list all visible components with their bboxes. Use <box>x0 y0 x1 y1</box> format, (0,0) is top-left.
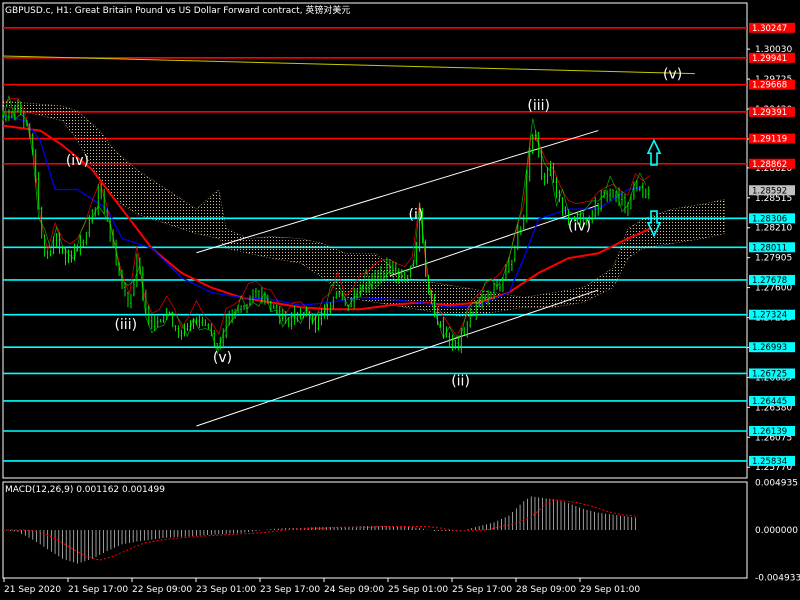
support-price-6-label: 1.26445 <box>752 397 787 407</box>
y-tick-label-4: 1.28820 <box>755 164 792 174</box>
support-price-6-box <box>749 395 795 406</box>
arrow-up-icon <box>646 138 662 166</box>
x-tick-label-0: 21 Sep 2020 <box>4 585 61 595</box>
resistance-price-3-box <box>749 79 795 90</box>
x-tick-label-5: 24 Sep 09:00 <box>324 585 384 595</box>
trend-channel <box>196 130 599 427</box>
macd-label: MACD(12,26,9) 0.001162 0.001499 <box>5 485 165 495</box>
resistance-price-4-box <box>749 106 795 117</box>
x-tick-label-7: 25 Sep 17:00 <box>452 585 512 595</box>
support-price-1-label: 1.28011 <box>752 243 787 253</box>
current-price-label: 1.28592 <box>752 186 787 196</box>
signal-arrows <box>646 138 662 238</box>
macd-tick-label-1: 0.000000 <box>755 526 798 536</box>
y-tick-label-6: 1.28210 <box>755 224 792 234</box>
resistance-price-5-box <box>749 133 795 144</box>
support-price-5-label: 1.26725 <box>752 369 787 379</box>
trend-line-yellow <box>2 55 695 75</box>
y-tick-label-0: 1.30030 <box>755 45 792 55</box>
channel-lower <box>196 289 599 427</box>
support-price-7-label: 1.26139 <box>752 427 787 437</box>
wave-labels: (iv) (iii) (v) (i) (ii) (iii) (iv) (v) <box>66 67 682 390</box>
y-tick-label-14: 1.25770 <box>755 463 792 473</box>
support-price-4-label: 1.26993 <box>752 343 787 353</box>
support-price-0-label: 1.28306 <box>752 214 787 224</box>
x-tick-label-2: 22 Sep 09:00 <box>132 585 192 595</box>
x-tick-label-1: 21 Sep 17:00 <box>68 585 128 595</box>
support-price-0-box <box>749 213 795 224</box>
chart-title: GBPUSD.c, H1: Great Britain Pound vs US … <box>5 4 350 16</box>
ichimoku-cloud <box>2 100 725 318</box>
resistance-price-1-box <box>749 22 795 33</box>
wave-label-1: (iii) <box>114 317 137 333</box>
y-tick-label-8: 1.27600 <box>755 284 792 294</box>
y-tick-label-13: 1.26075 <box>755 433 792 443</box>
resistance-price-6-label: 1.28862 <box>752 160 787 170</box>
wave-label-5: (iii) <box>527 98 550 114</box>
support-price-5-box <box>749 368 795 379</box>
ma-blue <box>2 115 643 308</box>
support-price-1-box <box>749 242 795 253</box>
x-tick-label-4: 23 Sep 17:00 <box>260 585 320 595</box>
x-tick-label-3: 23 Sep 01:00 <box>196 585 256 595</box>
arrow-down-icon <box>646 210 662 238</box>
macd-indicator: 0.004935 0.000000 -0.004933 <box>3 479 800 583</box>
wave-label-0: (iv) <box>66 153 89 169</box>
resistance-price-5-label: 1.29119 <box>752 135 787 145</box>
support-price-8-box <box>749 455 795 466</box>
support-price-7-box <box>749 425 795 436</box>
current-price-box <box>749 185 795 196</box>
x-tick-label-8: 28 Sep 09:00 <box>516 585 576 595</box>
wave-label-2: (v) <box>213 350 232 366</box>
cloud-area <box>2 100 725 318</box>
macd-tick-label-0: 0.004935 <box>755 479 798 489</box>
support-price-4-box <box>749 342 795 353</box>
y-tick-label-5: 1.28515 <box>755 194 792 204</box>
support-price-2-box <box>749 274 795 285</box>
support-price-8-label: 1.25834 <box>752 457 787 467</box>
macd-signal-line <box>3 499 636 561</box>
wave-label-7: (v) <box>663 67 682 83</box>
x-tick-label-6: 25 Sep 01:00 <box>388 585 448 595</box>
channel-middle <box>389 204 599 277</box>
support-price-3-label: 1.27324 <box>752 311 787 321</box>
channel-upper <box>196 130 599 254</box>
macd-tick-label-2: -0.004933 <box>755 573 800 583</box>
main-chart-frame <box>2 2 748 479</box>
y-tick-label-12: 1.26380 <box>755 403 792 413</box>
support-price-3-box <box>749 309 795 320</box>
resistance-price-6-box <box>749 158 795 169</box>
wave-label-3: (i) <box>409 207 424 223</box>
wave-label-6: (iv) <box>568 219 591 235</box>
resistance-price-2-box <box>749 52 795 63</box>
resistance-price-4-label: 1.29391 <box>752 108 787 118</box>
resistance-price-1-label: 1.30247 <box>752 24 787 34</box>
price-axis: 1.300301.297251.294201.291151.288201.285… <box>747 22 795 473</box>
support-price-2-label: 1.27678 <box>752 276 787 286</box>
time-axis: 21 Sep 2020 21 Sep 17:00 22 Sep 09:00 23 Se… <box>3 578 640 595</box>
price-series <box>2 99 650 354</box>
x-tick-label-9: 29 Sep 01:00 <box>580 585 640 595</box>
resistance-price-2-label: 1.29941 <box>752 54 787 64</box>
wave-label-4: (ii) <box>451 374 470 390</box>
resistance-price-3-label: 1.29668 <box>752 81 787 91</box>
y-tick-label-7: 1.27905 <box>755 254 792 264</box>
